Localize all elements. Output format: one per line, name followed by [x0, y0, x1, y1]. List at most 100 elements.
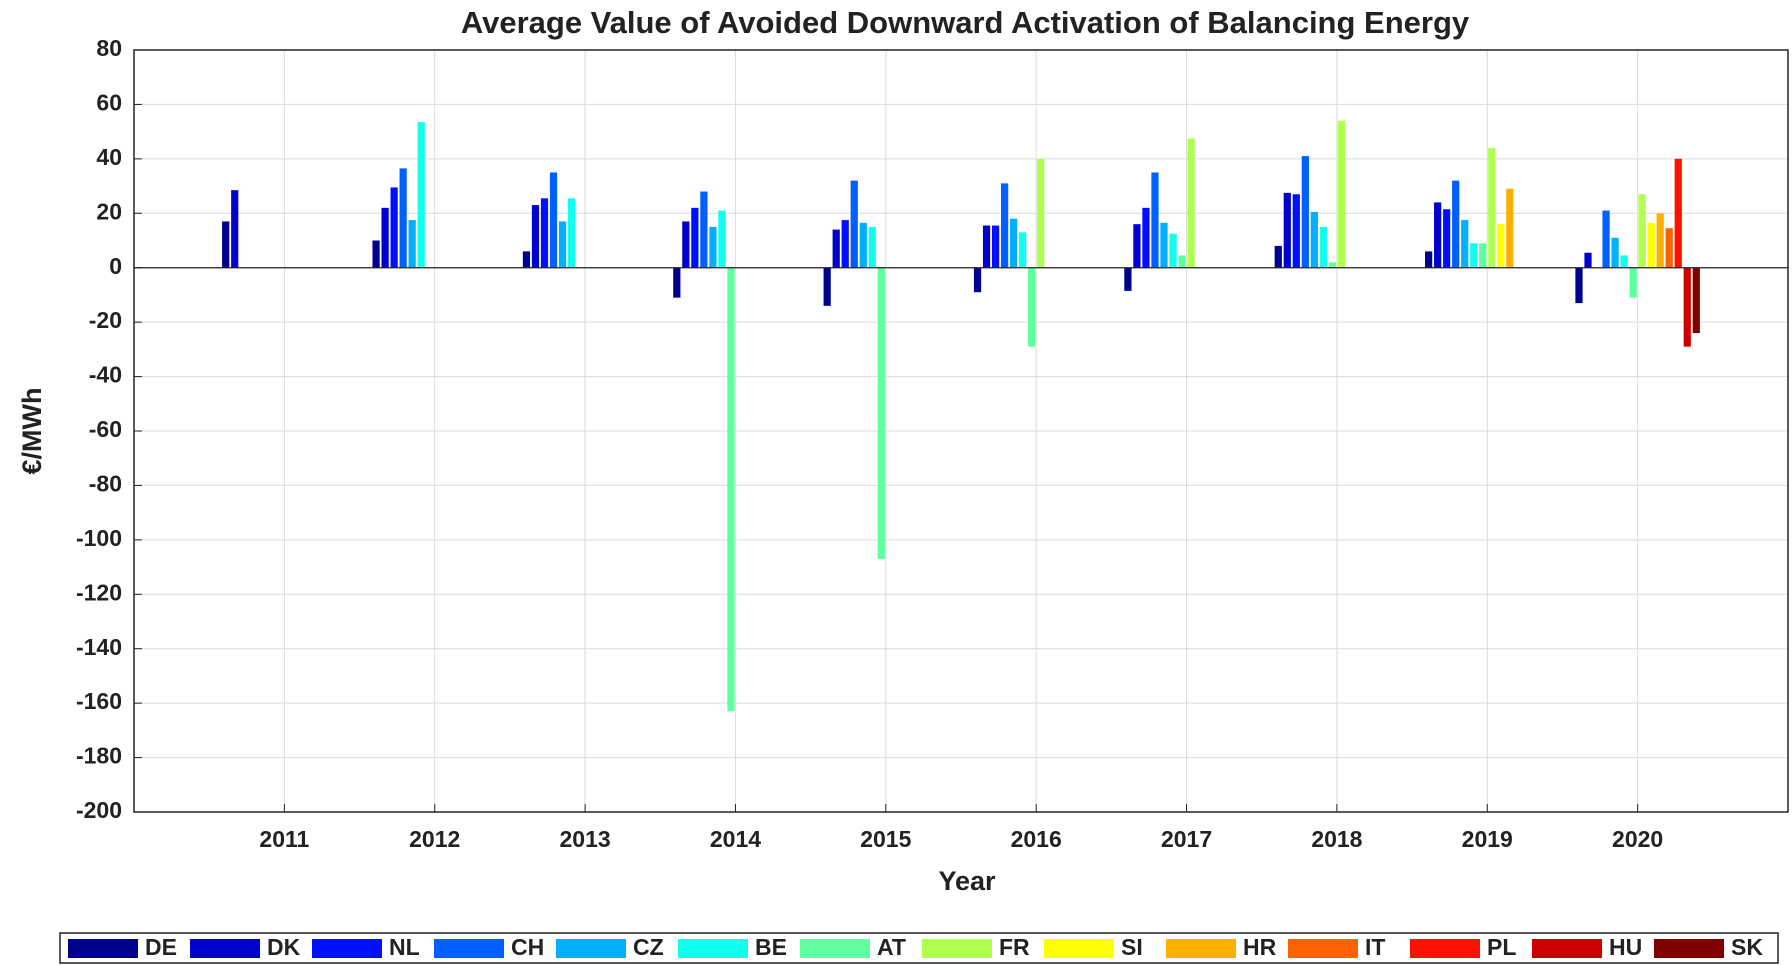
bar	[859, 222, 867, 268]
y-tick-label: -120	[76, 579, 122, 605]
bar	[558, 221, 567, 268]
bar	[991, 225, 1000, 268]
bar	[1506, 188, 1514, 268]
bar	[1584, 252, 1592, 268]
bar	[850, 180, 858, 268]
legend-swatch	[678, 939, 748, 958]
y-tick-label: 20	[96, 198, 122, 224]
legend-label: BE	[755, 934, 787, 960]
bar	[1000, 183, 1009, 268]
bar	[222, 221, 230, 268]
legend-swatch	[922, 939, 992, 958]
legend-swatch	[1532, 939, 1602, 958]
bar	[1010, 218, 1018, 268]
bar	[973, 267, 982, 293]
bar	[841, 220, 849, 268]
bar	[1319, 226, 1327, 268]
legend-swatch	[68, 939, 138, 958]
bar	[868, 226, 876, 268]
bar	[372, 240, 380, 268]
x-axis-label: Year	[938, 866, 996, 896]
bar	[1647, 222, 1655, 268]
bar	[1160, 222, 1168, 268]
y-axis-label: €/MWh	[17, 388, 47, 475]
bar	[727, 267, 735, 712]
legend-swatch	[190, 939, 260, 958]
bar	[1611, 237, 1619, 268]
x-tick-label: 2013	[560, 826, 611, 852]
bar	[1124, 267, 1132, 291]
bar	[1470, 243, 1478, 268]
bar	[1488, 147, 1496, 268]
bar	[1479, 243, 1487, 268]
bar	[982, 225, 991, 268]
legend-swatch	[1654, 939, 1724, 958]
bar	[1461, 220, 1469, 268]
legend-label: NL	[389, 934, 420, 960]
bar	[231, 190, 239, 268]
legend-label: SI	[1121, 934, 1143, 960]
bar	[1692, 267, 1700, 334]
bar	[390, 187, 398, 268]
bar	[1178, 255, 1186, 268]
legend-label: DK	[267, 934, 301, 960]
bar	[408, 220, 416, 268]
x-tick-label: 2016	[1011, 826, 1062, 852]
legend-swatch	[434, 939, 504, 958]
legend-label: FR	[999, 934, 1030, 960]
y-tick-label: 0	[109, 253, 122, 279]
bar	[1602, 210, 1610, 268]
bar	[1620, 255, 1628, 268]
bar	[1274, 245, 1282, 268]
bar	[1019, 232, 1027, 268]
bar	[1328, 262, 1337, 268]
legend-label: SK	[1731, 934, 1763, 960]
legend-swatch	[1288, 939, 1358, 958]
bar	[1142, 207, 1150, 268]
legend-label: CH	[511, 934, 544, 960]
y-tick-label: -20	[89, 307, 122, 333]
bar	[1683, 267, 1691, 347]
bar	[682, 221, 690, 268]
bar	[1037, 158, 1045, 268]
bar	[1292, 194, 1300, 268]
bar	[877, 267, 885, 559]
legend-swatch	[1044, 939, 1114, 958]
bar	[709, 226, 717, 268]
legend-label: DE	[145, 934, 177, 960]
legend-swatch	[800, 939, 870, 958]
legend-swatch	[1166, 939, 1236, 958]
bar	[1169, 233, 1177, 268]
x-tick-label: 2014	[710, 826, 761, 852]
bar	[823, 267, 831, 306]
y-tick-label: 80	[96, 35, 122, 61]
bar	[1452, 180, 1460, 268]
bar	[522, 251, 531, 268]
x-tick-label: 2012	[409, 826, 460, 852]
x-tick-label: 2019	[1462, 826, 1513, 852]
bar	[1497, 224, 1505, 268]
y-tick-label: -80	[89, 471, 122, 497]
chart-title: Average Value of Avoided Downward Activa…	[461, 5, 1470, 40]
y-tick-label: -140	[76, 634, 122, 660]
x-tick-label: 2018	[1311, 826, 1362, 852]
bar	[1151, 172, 1159, 268]
legend-label: PL	[1487, 934, 1516, 960]
legend-label: AT	[877, 934, 906, 960]
y-tick-label: 40	[96, 144, 122, 170]
bar	[1638, 194, 1646, 268]
y-tick-label: -180	[76, 743, 122, 769]
bar	[1301, 156, 1309, 268]
legend-label: HU	[1609, 934, 1642, 960]
bar	[1656, 213, 1664, 268]
bar	[1629, 267, 1637, 298]
legend-swatch	[556, 939, 626, 958]
bar	[567, 198, 576, 268]
bar	[1665, 228, 1673, 268]
bar	[1187, 138, 1195, 268]
bar	[531, 205, 540, 268]
y-tick-label: -60	[89, 416, 122, 442]
bar	[673, 267, 681, 298]
bar	[1310, 211, 1318, 268]
